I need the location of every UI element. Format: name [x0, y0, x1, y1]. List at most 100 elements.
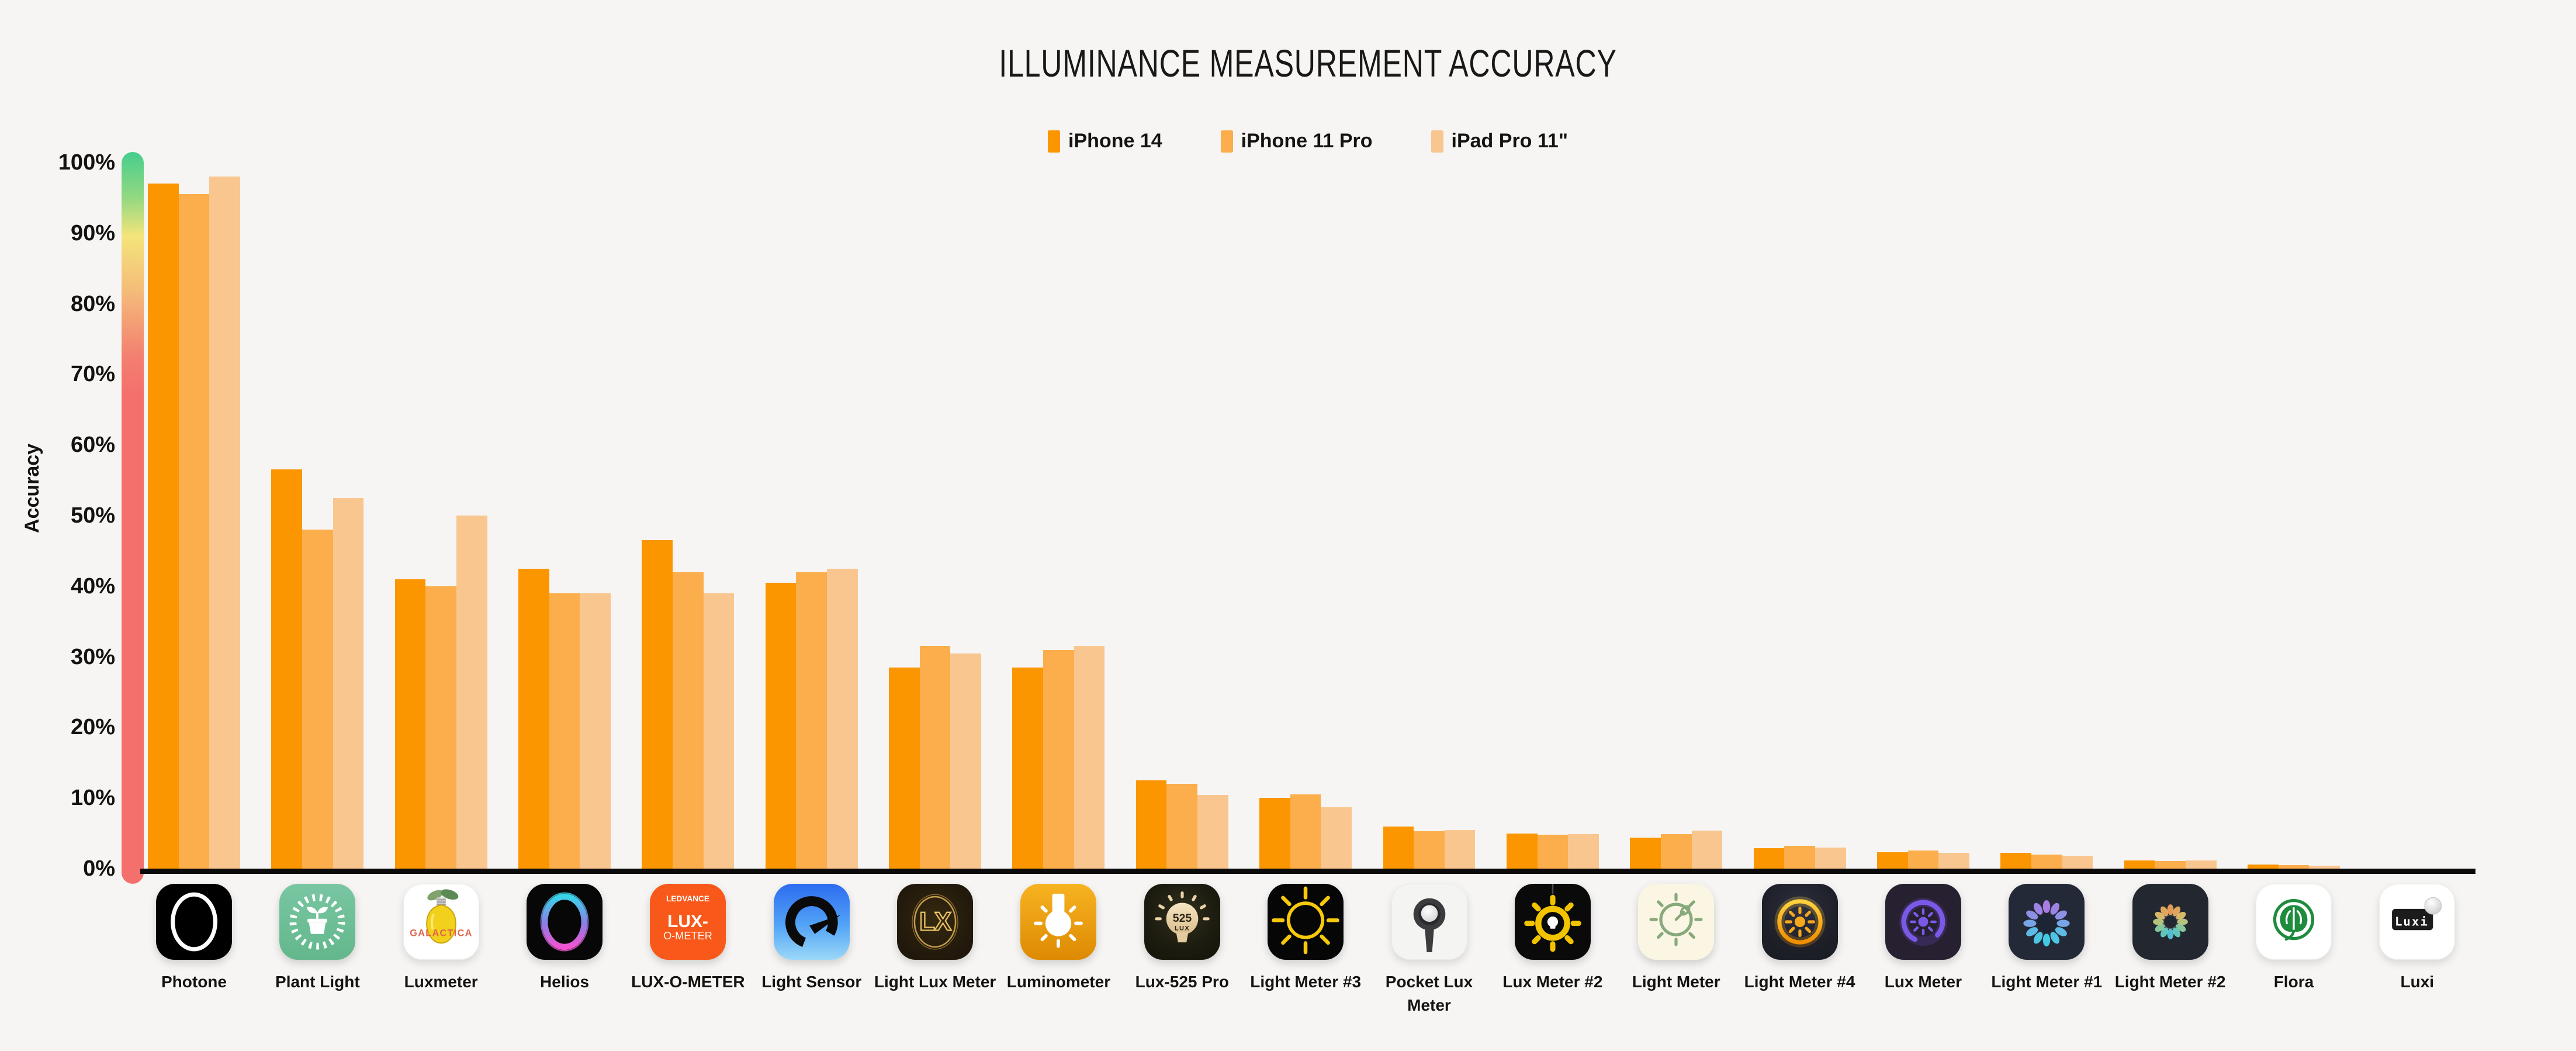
bar [1691, 830, 1723, 869]
app-label: Helios [540, 973, 590, 991]
bar [673, 572, 704, 869]
app-label: Light Lux Meter [874, 973, 996, 991]
bar [2000, 853, 2031, 869]
app-label: Light Meter #4 [1744, 973, 1855, 991]
y-tick-label: 30% [70, 644, 115, 669]
bar [394, 579, 426, 869]
bar [1660, 834, 1692, 869]
bar [333, 497, 364, 869]
y-tick-label: 0% [83, 856, 115, 881]
app-label: Light Meter #3 [1250, 973, 1362, 991]
bar [1568, 834, 1599, 869]
bar [765, 582, 797, 869]
pocket-lux-meter-icon [1391, 884, 1467, 960]
bar [1938, 853, 1969, 869]
bar [2278, 865, 2310, 869]
svg-text:GALACTICA: GALACTICA [410, 928, 472, 939]
svg-text:525: 525 [1173, 912, 1192, 925]
luxi-icon: Luxi [2379, 884, 2456, 960]
bar [2309, 866, 2340, 869]
svg-text:O-METER: O-METER [663, 930, 712, 942]
bar [2185, 860, 2217, 869]
y-tick-label: 100% [58, 150, 115, 175]
legend-swatch [1220, 130, 1233, 153]
x-axis-line [140, 869, 2475, 874]
app-label: Pocket Lux Meter [1385, 973, 1473, 1014]
svg-text:LEDVANCE: LEDVANCE [666, 894, 709, 903]
svg-text:LX: LX [919, 907, 952, 936]
bar [456, 516, 487, 869]
flora-icon [2255, 884, 2332, 960]
bar [950, 653, 982, 869]
bar [1815, 847, 1846, 869]
legend-label: iPad Pro 11" [1451, 130, 1568, 152]
app-label: Luxmeter [404, 973, 478, 991]
light-meter-3-icon [1268, 884, 1344, 960]
bar [1907, 850, 1939, 869]
app-label: Light Sensor [761, 973, 862, 991]
bar [1753, 848, 1785, 869]
bar [2155, 860, 2186, 869]
bar [703, 593, 735, 869]
svg-text:Luxi: Luxi [2395, 915, 2429, 929]
bar [2031, 854, 2062, 869]
bar [178, 194, 210, 869]
bar [827, 568, 858, 869]
light-meter-icon [1638, 884, 1715, 960]
bar [1166, 784, 1198, 869]
legend: iPhone 14 iPhone 11 Pro iPad Pro 11" [140, 130, 2475, 153]
bar [209, 177, 240, 869]
lux-meter-icon [1885, 884, 1961, 960]
plant-light-icon [279, 884, 356, 960]
bar [796, 572, 827, 869]
bar [1784, 846, 1815, 869]
legend-item: iPhone 14 [1048, 130, 1162, 153]
bar [1259, 798, 1290, 869]
photone-icon [156, 884, 232, 960]
app-label: Light Meter [1632, 973, 1720, 991]
legend-swatch [1048, 130, 1061, 153]
svg-text:LUX-: LUX- [668, 912, 709, 931]
bar [1383, 826, 1414, 869]
bar [1506, 833, 1538, 869]
bar [1444, 829, 1476, 869]
y-tick-label: 20% [70, 715, 115, 740]
accuracy-gradient-scale [122, 152, 144, 884]
luxmeter-icon: GALACTICA [403, 884, 479, 960]
light-meter-1-icon [2009, 884, 2085, 960]
light-sensor-icon [773, 884, 850, 960]
app-label: Luminometer [1006, 973, 1111, 991]
y-tick-label: 40% [70, 573, 115, 599]
app-label: Light Meter #1 [1991, 973, 2103, 991]
y-tick-label: 50% [70, 503, 115, 528]
light-lux-meter-icon: LX [897, 884, 974, 960]
bar [1074, 646, 1105, 869]
app-label: Flora [2273, 973, 2314, 991]
y-tick-label: 90% [70, 220, 115, 246]
bar [889, 667, 920, 869]
legend-swatch [1431, 130, 1443, 153]
svg-text:LUX: LUX [1175, 925, 1190, 932]
bar [549, 593, 580, 869]
bar [1630, 837, 1661, 869]
legend-item: iPhone 11 Pro [1220, 130, 1373, 153]
bar [148, 184, 179, 869]
bar [580, 593, 611, 869]
luminometer-icon [1020, 884, 1097, 960]
bar [1290, 794, 1321, 869]
app-label: Lux Meter [1884, 973, 1962, 991]
lux-o-meter-icon: LEDVANCE LUX- O-METER [650, 884, 726, 960]
bar [1135, 780, 1167, 869]
bar [919, 646, 951, 869]
app-label: Photone [161, 973, 227, 991]
bar [1197, 795, 1228, 869]
y-tick-label: 70% [70, 362, 115, 387]
light-meter-2-icon [2132, 884, 2208, 960]
light-meter-4-icon [1761, 884, 1838, 960]
bar [2062, 856, 2093, 869]
lux-meter-2-icon [1514, 884, 1591, 960]
bar [642, 540, 673, 869]
bar [1043, 649, 1074, 869]
app-label: Light Meter #2 [2114, 973, 2226, 991]
